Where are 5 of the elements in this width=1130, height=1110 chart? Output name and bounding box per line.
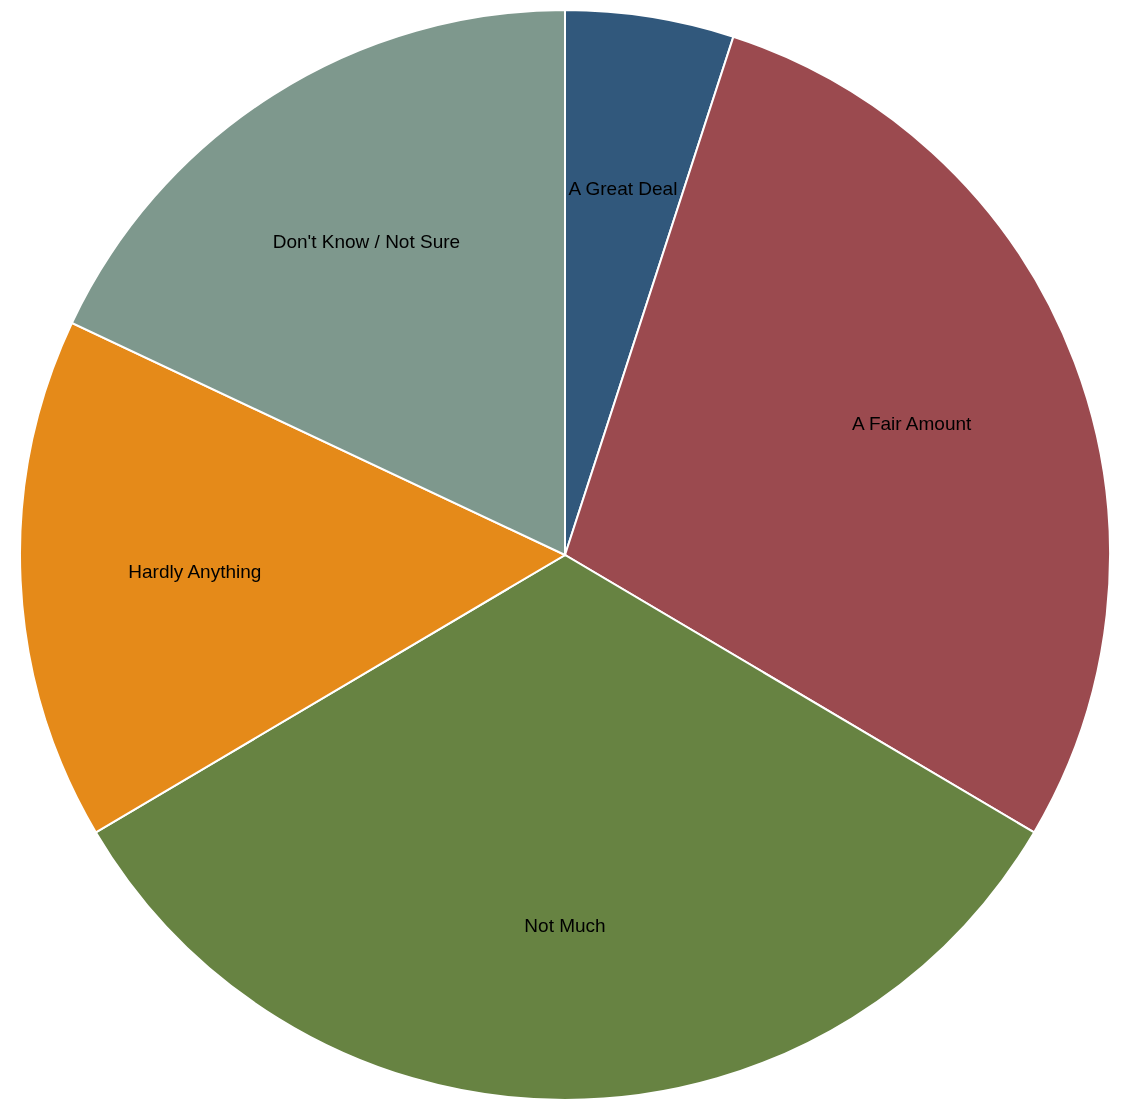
slice-label: Hardly Anything: [128, 561, 262, 583]
slice-label: A Fair Amount: [852, 413, 973, 434]
slice-label: A Great Deal: [568, 177, 678, 199]
slice-label: Not Much: [524, 914, 606, 936]
slice-label: Don't Know / Not Sure: [272, 231, 461, 253]
